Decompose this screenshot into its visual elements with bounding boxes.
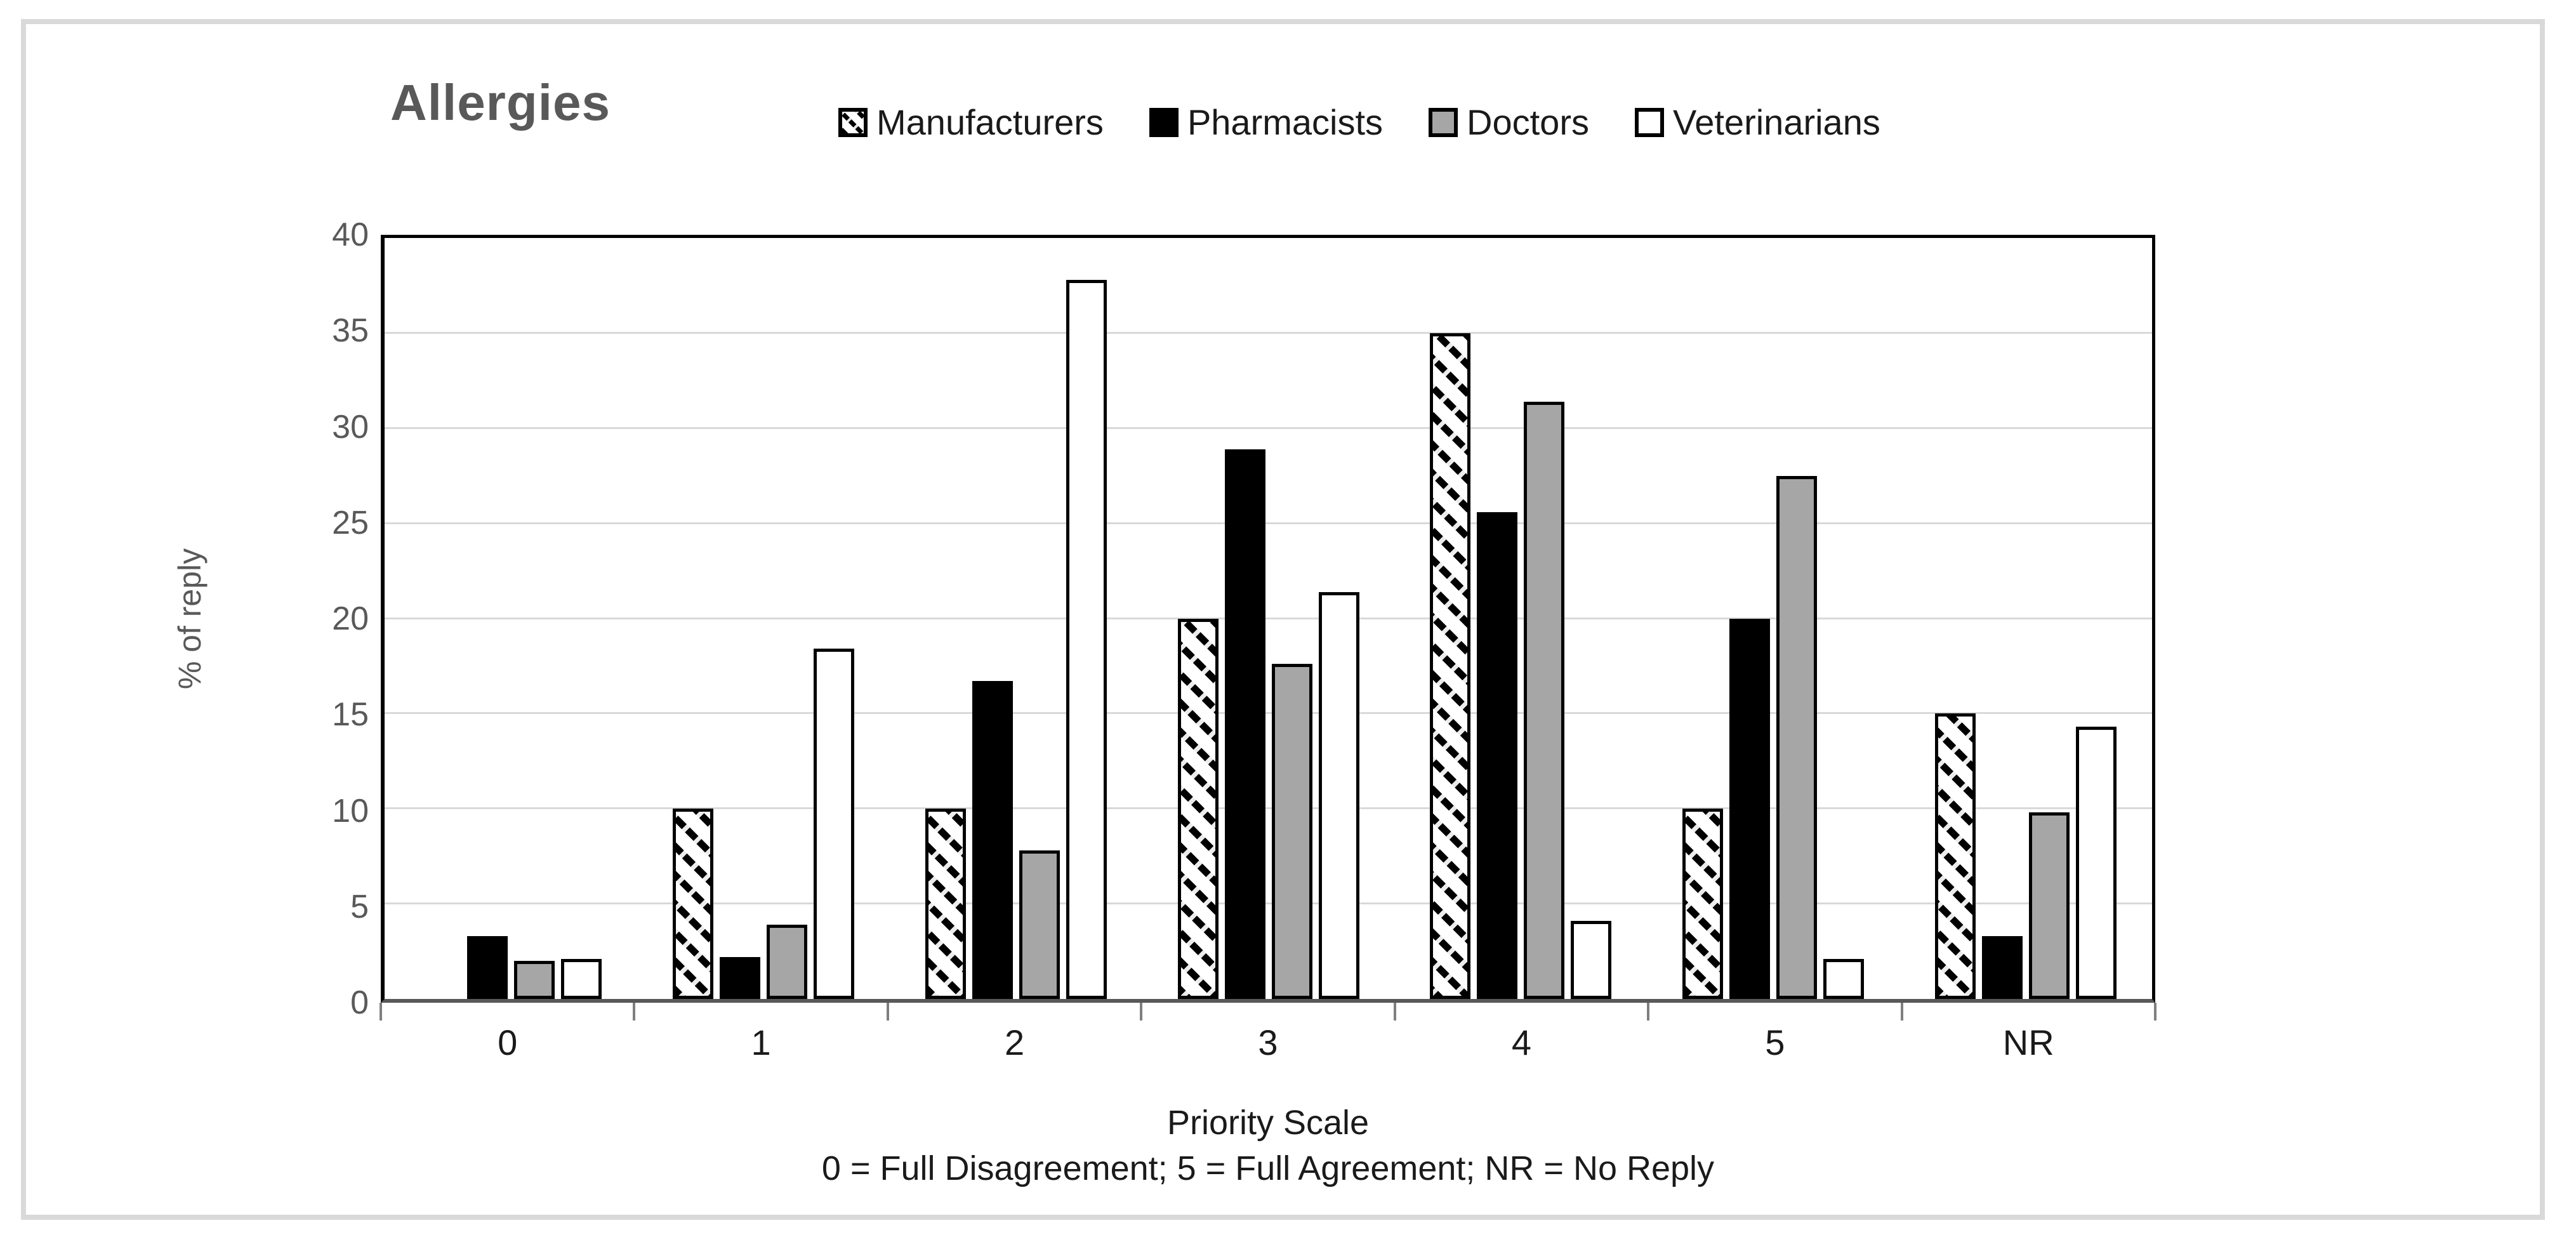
x-axis-ticks (380, 1003, 2157, 1022)
gridline (385, 902, 2152, 905)
bar-group-nr (1899, 238, 2152, 999)
bar-veterinarians-3 (1318, 591, 1359, 999)
legend-item-veterinarians: Veterinarians (1634, 102, 1880, 143)
y-tick-label: 15 (332, 696, 369, 734)
chart-title: Allergies (390, 74, 611, 131)
bar-manufacturers-nr (1935, 713, 1976, 999)
gridline (385, 807, 2152, 810)
y-tick-label: 35 (332, 312, 369, 350)
x-tick-label: 5 (1765, 1022, 1785, 1062)
bar-manufacturers-2 (925, 809, 966, 999)
bar-veterinarians-nr (2076, 727, 2117, 999)
bar-group-0 (385, 238, 637, 999)
bar-pharmacists-4 (1477, 512, 1518, 999)
x-axis-tick (1140, 1003, 1143, 1021)
legend-item-doctors: Doctors (1429, 102, 1589, 143)
bar-doctors-2 (1019, 850, 1060, 999)
x-axis-tick (380, 1003, 382, 1021)
bar-veterinarians-5 (1823, 959, 1865, 999)
bar-group-5 (1647, 238, 1899, 999)
y-tick-label: 5 (350, 888, 369, 925)
y-axis-title: % of reply (172, 548, 208, 690)
x-axis-tick (2154, 1003, 2157, 1021)
bar-manufacturers-4 (1430, 333, 1471, 999)
bar-doctors-nr (2029, 812, 2070, 999)
gridline (385, 522, 2152, 524)
y-tick-label: 0 (350, 984, 369, 1021)
x-axis-tick (1647, 1003, 1650, 1021)
legend-item-pharmacists: Pharmacists (1149, 102, 1383, 143)
legend: Manufacturers Pharmacists Doctors Veterinar… (838, 102, 1880, 143)
y-tick-label: 30 (332, 408, 369, 446)
bar-group-4 (1394, 238, 1647, 999)
bar-group-3 (1142, 238, 1395, 999)
legend-label: Doctors (1467, 102, 1589, 142)
y-axis-tick-labels: 0 5 10 15 20 25 30 35 40 (216, 216, 369, 1021)
bar-group-2 (890, 238, 1142, 999)
y-tick-label: 20 (332, 600, 369, 637)
x-tick-label: 3 (1258, 1022, 1278, 1062)
axis-footnote: 0 = Full Disagreement; 5 = Full Agreemen… (821, 1149, 1715, 1187)
gridline (385, 331, 2152, 334)
x-tick-label: 2 (1004, 1022, 1025, 1062)
bar-veterinarians-4 (1571, 921, 1612, 999)
bar-group-1 (637, 238, 890, 999)
x-tick-label: 1 (751, 1022, 771, 1062)
chart-figure: Allergies Manufacturers Pharmacists Doctor… (21, 19, 2545, 1220)
x-tick-label: 0 (498, 1022, 518, 1062)
bar-doctors-3 (1271, 664, 1312, 999)
y-tick-label: 40 (332, 216, 369, 253)
legend-swatch-icon (1634, 107, 1664, 137)
x-tick-label: NR (2002, 1022, 2054, 1062)
legend-label: Pharmacists (1187, 102, 1384, 142)
bar-doctors-1 (766, 925, 807, 999)
y-tick-label: 25 (332, 504, 369, 541)
bar-doctors-5 (1776, 475, 1818, 999)
legend-label: Veterinarians (1672, 102, 1880, 142)
bar-doctors-4 (1524, 401, 1565, 999)
gridline (385, 712, 2152, 715)
bar-pharmacists-nr (1982, 936, 2023, 999)
bar-pharmacists-1 (719, 957, 760, 999)
plot-area (381, 235, 2155, 1003)
bar-veterinarians-1 (813, 649, 854, 999)
legend-item-manufacturers: Manufacturers (838, 102, 1104, 143)
x-tick-label: 4 (1511, 1022, 1531, 1062)
y-tick-label: 10 (332, 792, 369, 829)
legend-swatch-icon (1149, 107, 1179, 137)
bar-manufacturers-5 (1682, 809, 1724, 999)
x-axis-tick (1900, 1003, 1903, 1021)
bar-pharmacists-0 (466, 936, 508, 999)
bar-manufacturers-1 (672, 809, 713, 999)
bar-pharmacists-2 (972, 681, 1013, 999)
bar-pharmacists-5 (1729, 618, 1771, 999)
legend-swatch-icon (838, 107, 868, 137)
x-axis-tick (1393, 1003, 1396, 1021)
bar-groups (385, 238, 2152, 999)
legend-swatch-icon (1429, 107, 1458, 137)
bar-manufacturers-3 (1177, 618, 1219, 999)
x-axis-title: Priority Scale (1166, 1104, 1370, 1142)
bar-pharmacists-3 (1224, 449, 1265, 999)
bar-veterinarians-0 (560, 959, 602, 999)
x-axis-tick-labels: 0 1 2 3 4 5 NR (381, 1022, 2155, 1063)
x-axis-tick (633, 1003, 636, 1021)
bar-veterinarians-2 (1066, 279, 1107, 999)
gridline (385, 617, 2152, 619)
gridline (385, 426, 2152, 429)
x-axis-tick (886, 1003, 889, 1021)
bar-doctors-0 (513, 961, 555, 999)
legend-label: Manufacturers (876, 102, 1104, 142)
